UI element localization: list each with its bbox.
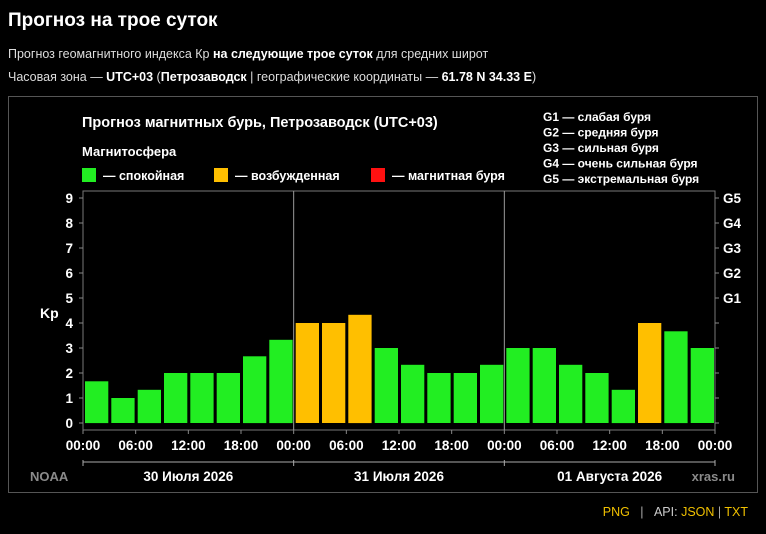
description-prefix: Прогноз геомагнитного индекса Кр <box>8 47 213 61</box>
x-tick-label-8: 00:00 <box>487 438 522 453</box>
chart-svg: Прогноз магнитных бурь, Петрозаводск (UT… <box>30 110 742 484</box>
kp-bar-18 <box>559 364 583 424</box>
legend-label-0: — спокойная <box>103 169 184 183</box>
kp-bar-10 <box>348 314 372 424</box>
x-tick-label-12: 00:00 <box>698 438 733 453</box>
kp-bar-3 <box>164 373 188 423</box>
coordinates-value: 61.78 N 34.33 E <box>441 70 532 84</box>
x-tick-label-7: 18:00 <box>434 438 469 453</box>
g-legend-item-3: G4 — очень сильная буря <box>543 157 698 171</box>
kp-bar-12 <box>401 364 425 424</box>
kp-forecast-chart: Прогноз магнитных бурь, Петрозаводск (UT… <box>8 96 758 493</box>
timezone-value: UTC+03 <box>106 70 154 84</box>
kp-bar-5 <box>216 373 240 423</box>
legend-title: Магнитосфера <box>82 144 177 159</box>
kp-bar-20 <box>611 389 635 424</box>
paren-close: ) <box>531 70 537 84</box>
kp-bar-9 <box>322 323 346 423</box>
timezone-info: Часовая зона — UTC+03 (Петрозаводск | ге… <box>8 70 536 84</box>
x-tick-label-10: 12:00 <box>592 438 627 453</box>
legend-swatch-1 <box>214 168 228 182</box>
legend-label-1: — возбужденная <box>235 169 340 183</box>
description-suffix: для средних широт <box>372 47 489 61</box>
x-tick-label-0: 00:00 <box>66 438 101 453</box>
plot-area <box>82 190 716 431</box>
kp-bar-17 <box>532 348 556 423</box>
x-tick-label-5: 06:00 <box>329 438 364 453</box>
kp-bar-4 <box>190 373 214 423</box>
separator: | <box>640 505 644 519</box>
kp-bar-14 <box>453 373 477 423</box>
g-scale-label-2: G3 <box>723 241 742 256</box>
coords-prefix: | географические координаты — <box>246 70 442 84</box>
x-tick-label-1: 06:00 <box>118 438 153 453</box>
kp-bar-8 <box>295 323 319 423</box>
kp-bar-2 <box>137 389 161 424</box>
site-watermark: xras.ru <box>692 469 735 484</box>
separator-2: | <box>717 505 722 519</box>
g-scale-label-4: G5 <box>723 191 742 206</box>
api-label: API: <box>653 505 678 519</box>
kp-bar-16 <box>506 348 530 423</box>
kp-bar-11 <box>374 348 398 423</box>
kp-bar-1 <box>111 398 135 423</box>
chart-title: Прогноз магнитных бурь, Петрозаводск (UT… <box>82 115 438 131</box>
y-tick-label-7: 7 <box>65 241 73 256</box>
x-tick-label-6: 12:00 <box>382 438 417 453</box>
x-tick-label-3: 18:00 <box>224 438 259 453</box>
kp-bar-7 <box>269 339 293 424</box>
kp-bar-15 <box>480 364 504 424</box>
day-label-0: 30 Июля 2026 <box>143 469 233 484</box>
paren-open: ( <box>153 70 161 84</box>
kp-bar-19 <box>585 373 609 423</box>
kp-bar-6 <box>243 356 267 424</box>
city-name: Петрозаводск <box>160 70 247 84</box>
noaa-watermark: NOAA <box>30 469 69 484</box>
kp-bar-13 <box>427 373 451 423</box>
timezone-prefix: Часовая зона — <box>8 70 107 84</box>
png-link[interactable]: PNG <box>602 505 630 519</box>
json-link[interactable]: JSON <box>681 505 715 519</box>
x-tick-label-4: 00:00 <box>276 438 311 453</box>
g-scale-label-0: G1 <box>723 291 742 306</box>
legend-label-2: — магнитная буря <box>392 169 505 183</box>
y-tick-label-9: 9 <box>65 191 73 206</box>
g-legend-item-2: G3 — сильная буря <box>543 141 659 155</box>
description-bold: на следующие трое суток <box>212 47 373 61</box>
y-tick-label-8: 8 <box>65 216 73 231</box>
y-tick-label-1: 1 <box>65 391 73 406</box>
forecast-description: Прогноз геомагнитного индекса Кр на след… <box>8 47 488 61</box>
legend-swatch-0 <box>82 168 96 182</box>
y-tick-label-3: 3 <box>65 341 73 356</box>
y-tick-label-6: 6 <box>65 266 73 281</box>
txt-link[interactable]: TXT <box>724 505 748 519</box>
x-tick-label-9: 06:00 <box>540 438 575 453</box>
day-label-1: 31 Июля 2026 <box>354 469 444 484</box>
x-tick-label-2: 12:00 <box>171 438 206 453</box>
kp-bar-0 <box>85 381 109 424</box>
page-title: Прогноз на трое суток <box>8 10 218 31</box>
g-legend-item-4: G5 — экстремальная буря <box>543 172 699 186</box>
y-axis-label: Kp <box>40 305 59 321</box>
y-tick-label-4: 4 <box>65 316 73 331</box>
kp-bar-21 <box>638 323 662 423</box>
x-tick-label-11: 18:00 <box>645 438 680 453</box>
kp-bar-22 <box>664 331 688 424</box>
g-legend-item-1: G2 — средняя буря <box>543 126 659 140</box>
g-legend-item-0: G1 — слабая буря <box>543 110 651 124</box>
g-scale-label-3: G4 <box>723 216 742 231</box>
day-label-2: 01 Августа 2026 <box>557 469 663 484</box>
export-links: PNG | API: JSON | TXT <box>603 505 748 519</box>
y-tick-label-0: 0 <box>65 416 73 431</box>
g-scale-label-1: G2 <box>723 266 741 281</box>
kp-bar-23 <box>690 348 714 423</box>
legend-swatch-2 <box>371 168 385 182</box>
y-tick-label-5: 5 <box>65 291 73 306</box>
y-tick-label-2: 2 <box>65 366 73 381</box>
